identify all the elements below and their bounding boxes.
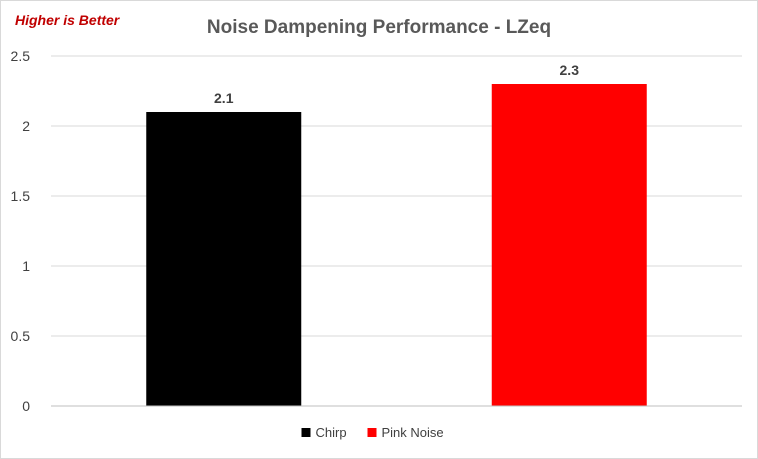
chart-title: Noise Dampening Performance - LZeq xyxy=(207,17,551,38)
y-tick-label: 1 xyxy=(22,258,30,274)
data-label: 2.1 xyxy=(214,90,234,106)
y-tick-label: 1.5 xyxy=(11,188,31,204)
legend: Chirp Pink Noise xyxy=(301,425,444,440)
legend-label-pink-noise: Pink Noise xyxy=(382,425,444,440)
y-axis-tick-labels: 0 0.5 1 1.5 2 2.5 xyxy=(11,48,31,414)
bar-pink-noise xyxy=(491,84,647,406)
y-tick-label: 2 xyxy=(22,118,30,134)
legend-swatch-pink-noise xyxy=(367,428,377,437)
y-tick-label: 0 xyxy=(22,398,30,414)
legend-label-chirp: Chirp xyxy=(316,425,347,440)
bars xyxy=(146,84,647,406)
legend-swatch-chirp xyxy=(301,428,311,437)
y-tick-label: 0.5 xyxy=(11,328,31,344)
data-labels: 2.1 2.3 xyxy=(214,62,579,106)
higher-is-better-note: Higher is Better xyxy=(15,12,121,28)
data-label: 2.3 xyxy=(560,62,580,78)
bar-chirp xyxy=(146,112,302,406)
y-tick-label: 2.5 xyxy=(11,48,31,64)
